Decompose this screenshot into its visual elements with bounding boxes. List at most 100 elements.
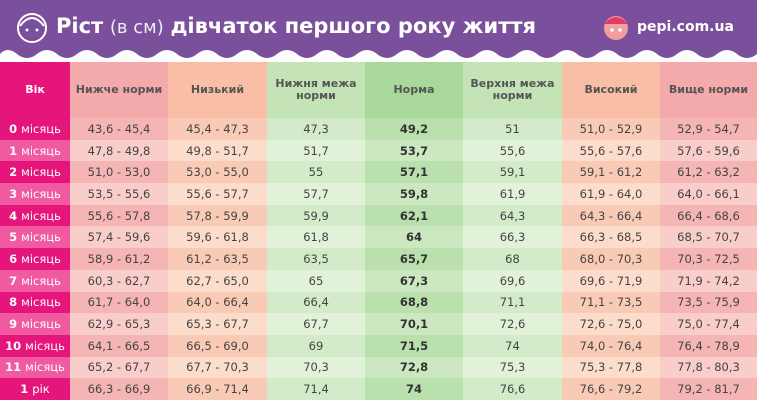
column-header: Нижче норми (70, 62, 168, 118)
age-unit: місяць (25, 360, 65, 375)
age-unit: місяць (21, 251, 61, 266)
table-cell: 76,4 - 78,9 (660, 334, 757, 357)
age-unit: рік (32, 382, 50, 397)
table-cell: 64,0 - 66,1 (660, 183, 757, 205)
table-cell: 68,8 (365, 291, 463, 314)
age-unit: місяць (21, 165, 61, 180)
table-cell: 61,2 - 63,5 (168, 248, 267, 270)
age-number: 5 (9, 230, 18, 245)
age-unit: місяць (25, 338, 65, 353)
table-cell: 58,9 - 61,2 (70, 248, 168, 270)
table-cell: 51,7 (267, 139, 365, 162)
age-cell: 8 місяць (0, 291, 70, 314)
table-cell: 47,3 (267, 118, 365, 140)
table-cell: 67,3 (365, 269, 463, 292)
age-cell: 5 місяць (0, 226, 70, 249)
logo: pepi.com.ua (637, 19, 734, 35)
table-cell: 59,1 (463, 161, 562, 184)
age-number: 4 (9, 208, 18, 223)
table-cell: 65 (267, 269, 365, 292)
age-number: 11 (5, 360, 22, 375)
age-cell: 9 місяць (0, 313, 70, 335)
table-cell: 69,6 (463, 269, 562, 292)
table-cell: 57,1 (365, 161, 463, 184)
table-cell: 67,7 - 70,3 (168, 356, 267, 379)
table-cell: 71,4 (267, 378, 365, 400)
age-unit: місяць (21, 295, 61, 310)
column-header: Високий (562, 62, 660, 118)
table-cell: 64,3 (463, 204, 562, 227)
age-number: 1 (9, 143, 18, 158)
title-part: дівчаток першого року життя (170, 14, 537, 38)
table-cell: 66,9 - 71,4 (168, 378, 267, 400)
age-number: 0 (9, 121, 18, 136)
table-cell: 53,0 - 55,0 (168, 161, 267, 184)
table-cell: 74 (365, 378, 463, 400)
age-unit: місяць (21, 208, 61, 223)
column-header: Норма (365, 62, 463, 118)
table-cell: 76,6 - 79,2 (562, 378, 660, 400)
table-cell: 72,6 (463, 313, 562, 335)
age-cell: 11 місяць (0, 356, 70, 379)
table-cell: 64 (365, 226, 463, 249)
table-cell: 57,7 (267, 183, 365, 205)
table-cell: 62,1 (365, 204, 463, 227)
title-part: (в см) (109, 17, 164, 38)
table-cell: 61,7 - 64,0 (70, 291, 168, 314)
table-cell: 51 (463, 118, 562, 140)
age-cell: 4 місяць (0, 204, 70, 227)
table-cell: 53,7 (365, 139, 463, 162)
table-cell: 76,6 (463, 378, 562, 400)
table-cell: 71,1 - 73,5 (562, 291, 660, 314)
table-cell: 66,4 (267, 291, 365, 314)
table-cell: 66,5 - 69,0 (168, 334, 267, 357)
table-cell: 73,5 - 75,9 (660, 291, 757, 314)
table-cell: 61,2 - 63,2 (660, 161, 757, 184)
table-cell: 64,0 - 66,4 (168, 291, 267, 314)
age-unit: місяць (21, 317, 61, 332)
table-cell: 70,1 (365, 313, 463, 335)
age-cell: 1 рік (0, 378, 70, 400)
table-cell: 53,5 - 55,6 (70, 183, 168, 205)
age-number: 6 (9, 251, 18, 266)
age-unit: місяць (21, 121, 61, 136)
table-cell: 59,1 - 61,2 (562, 161, 660, 184)
age-cell: 3 місяць (0, 183, 70, 205)
age-unit: місяць (21, 143, 61, 158)
column-header: Низький (168, 62, 267, 118)
age-cell: 2 місяць (0, 161, 70, 184)
title-part: Ріст (56, 14, 104, 38)
table-cell: 60,3 - 62,7 (70, 269, 168, 292)
table-cell: 77,8 - 80,3 (660, 356, 757, 379)
age-unit: місяць (21, 186, 61, 201)
column-header: Вище норми (660, 62, 757, 118)
age-cell: 6 місяць (0, 248, 70, 270)
table-cell: 68,5 - 70,7 (660, 226, 757, 249)
table-cell: 57,4 - 59,6 (70, 226, 168, 249)
table-cell: 65,7 (365, 248, 463, 270)
age-unit: місяць (21, 273, 61, 288)
table-cell: 74,0 - 76,4 (562, 334, 660, 357)
table-cell: 64,3 - 66,4 (562, 204, 660, 227)
table-cell: 66,3 (463, 226, 562, 249)
age-unit: місяць (21, 230, 61, 245)
header-band (0, 0, 757, 58)
table-cell: 71,5 (365, 334, 463, 357)
table-cell: 66,3 - 68,5 (562, 226, 660, 249)
table-cell: 70,3 (267, 356, 365, 379)
table-cell: 75,3 - 77,8 (562, 356, 660, 379)
table-cell: 67,7 (267, 313, 365, 335)
age-number: 1 (20, 382, 29, 397)
table-cell: 62,9 - 65,3 (70, 313, 168, 335)
table-cell: 55,6 (463, 139, 562, 162)
table-cell: 57,6 - 59,6 (660, 139, 757, 162)
age-number: 2 (9, 165, 18, 180)
table-cell: 51,0 - 53,0 (70, 161, 168, 184)
table-cell: 49,8 - 51,7 (168, 139, 267, 162)
table-cell: 52,9 - 54,7 (660, 118, 757, 140)
age-cell: 1 місяць (0, 139, 70, 162)
column-header: Нижня межа норми (267, 62, 365, 118)
table-cell: 72,8 (365, 356, 463, 379)
table-cell: 45,4 - 47,3 (168, 118, 267, 140)
